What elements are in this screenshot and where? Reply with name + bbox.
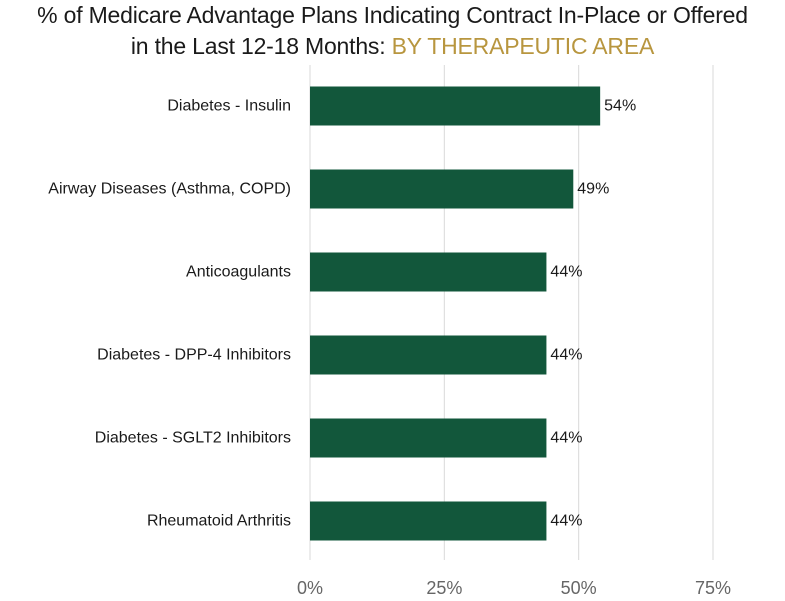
x-tick-label: 75%: [695, 578, 731, 598]
chart-title-line-2: in the Last 12-18 Months: BY THERAPEUTIC…: [0, 31, 785, 62]
value-label: 44%: [550, 513, 582, 530]
category-label: Diabetes - SGLT2 Inhibitors: [95, 430, 291, 447]
value-label: 54%: [604, 98, 636, 115]
chart-title: % of Medicare Advantage Plans Indicating…: [0, 0, 785, 62]
bar: [310, 86, 601, 126]
gridlines: [309, 65, 714, 560]
category-labels: Diabetes - Insulin Airway Diseases (Asthm…: [48, 98, 291, 530]
x-tick-label: 25%: [426, 578, 462, 598]
x-tick-label: 0%: [297, 578, 323, 598]
chart-title-highlight: BY THERAPEUTIC AREA: [391, 33, 655, 59]
category-label: Anticoagulants: [186, 264, 291, 281]
x-axis-tick-labels: 0% 25% 50% 75%: [297, 578, 731, 598]
bar: [310, 501, 547, 541]
value-labels: 54% 49% 44% 44% 44% 44%: [550, 98, 636, 530]
bar: [310, 418, 547, 458]
bar: [310, 252, 547, 292]
x-tick-label: 50%: [561, 578, 597, 598]
category-label: Diabetes - DPP-4 Inhibitors: [97, 347, 291, 364]
value-label: 44%: [550, 264, 582, 281]
value-label: 49%: [577, 181, 609, 198]
bars: [310, 86, 601, 541]
category-label: Rheumatoid Arthritis: [147, 513, 291, 530]
bar: [310, 169, 574, 209]
chart-title-line-1: % of Medicare Advantage Plans Indicating…: [37, 2, 748, 28]
bar: [310, 335, 547, 375]
chart-title-line-2-text: in the Last 12-18 Months:: [130, 33, 392, 59]
value-label: 44%: [550, 430, 582, 447]
category-label: Diabetes - Insulin: [167, 98, 291, 115]
category-label: Airway Diseases (Asthma, COPD): [48, 181, 291, 198]
value-label: 44%: [550, 347, 582, 364]
